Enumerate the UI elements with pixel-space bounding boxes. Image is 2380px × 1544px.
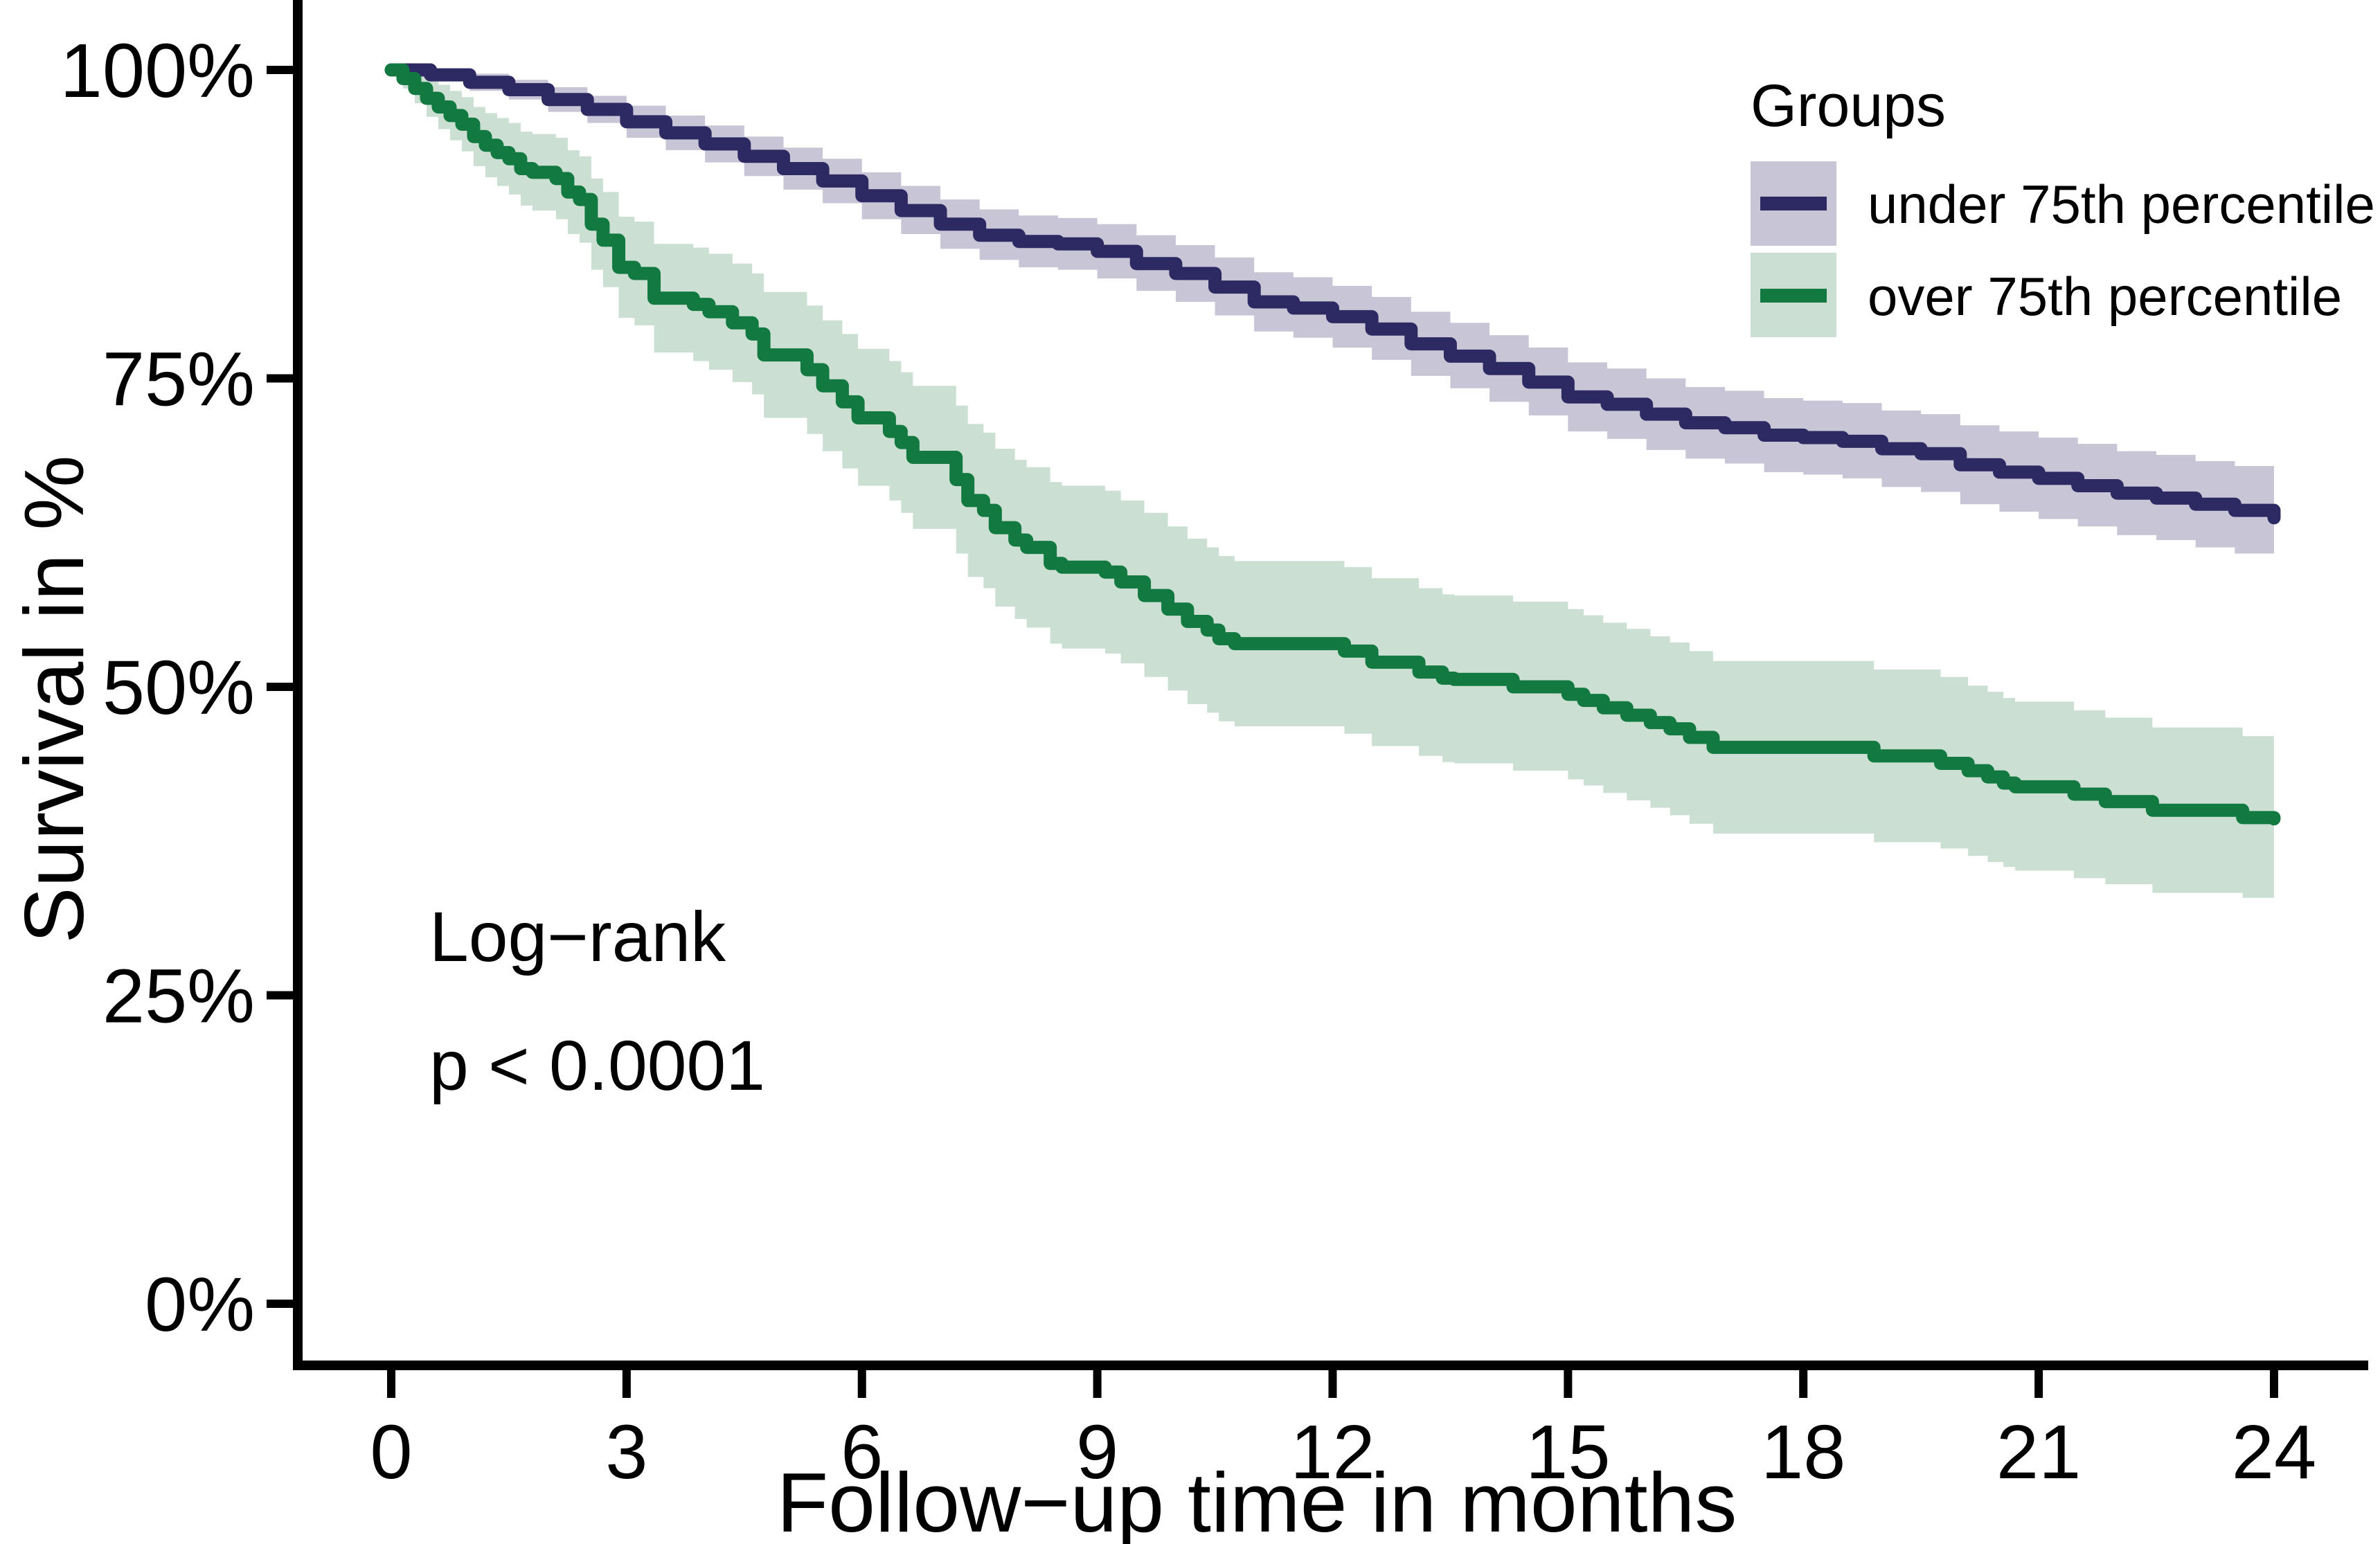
logrank-label: Log−rank (429, 897, 726, 976)
x-axis-title: Follow−up time in months (777, 1455, 1737, 1544)
ci-band-over-75th (391, 66, 2274, 899)
y-axis-ticks: 0% 25% 50% 75% 100% (60, 28, 293, 1347)
legend-title: Groups (1751, 73, 1946, 139)
x-tick-label: 15 (1525, 1410, 1610, 1495)
x-tick-label: 24 (2232, 1410, 2316, 1495)
pvalue-label: p < 0.0001 (429, 1026, 765, 1105)
legend: Groups under 75th percentile over 75th p… (1751, 73, 2375, 337)
legend-item-under-75th: under 75th percentile (1751, 161, 2375, 246)
x-tick-label: 12 (1290, 1410, 1375, 1495)
survival-curves (384, 63, 2281, 826)
y-axis-title: Survival in % (7, 455, 101, 943)
legend-item-label: over 75th percentile (1868, 266, 2342, 327)
x-tick-label: 21 (1996, 1410, 2081, 1495)
survival-curve-under-75th (384, 63, 2281, 525)
legend-item-label: under 75th percentile (1868, 174, 2375, 235)
x-tick-label: 9 (1076, 1410, 1118, 1495)
x-tick-label: 18 (1761, 1410, 1845, 1495)
y-tick-label: 100% (60, 28, 255, 114)
x-tick-label: 3 (605, 1410, 647, 1495)
x-tick-label: 0 (370, 1410, 412, 1495)
x-tick-label: 6 (841, 1410, 883, 1495)
legend-item-over-75th: over 75th percentile (1751, 253, 2342, 337)
y-tick-label: 0% (145, 1262, 255, 1347)
survival-curve-over-75th (384, 63, 2281, 826)
y-tick-label: 50% (102, 645, 255, 730)
x-axis-ticks: 0 3 6 9 12 15 18 21 24 (370, 1370, 2316, 1495)
y-tick-label: 25% (102, 954, 255, 1039)
y-tick-label: 75% (102, 337, 255, 422)
